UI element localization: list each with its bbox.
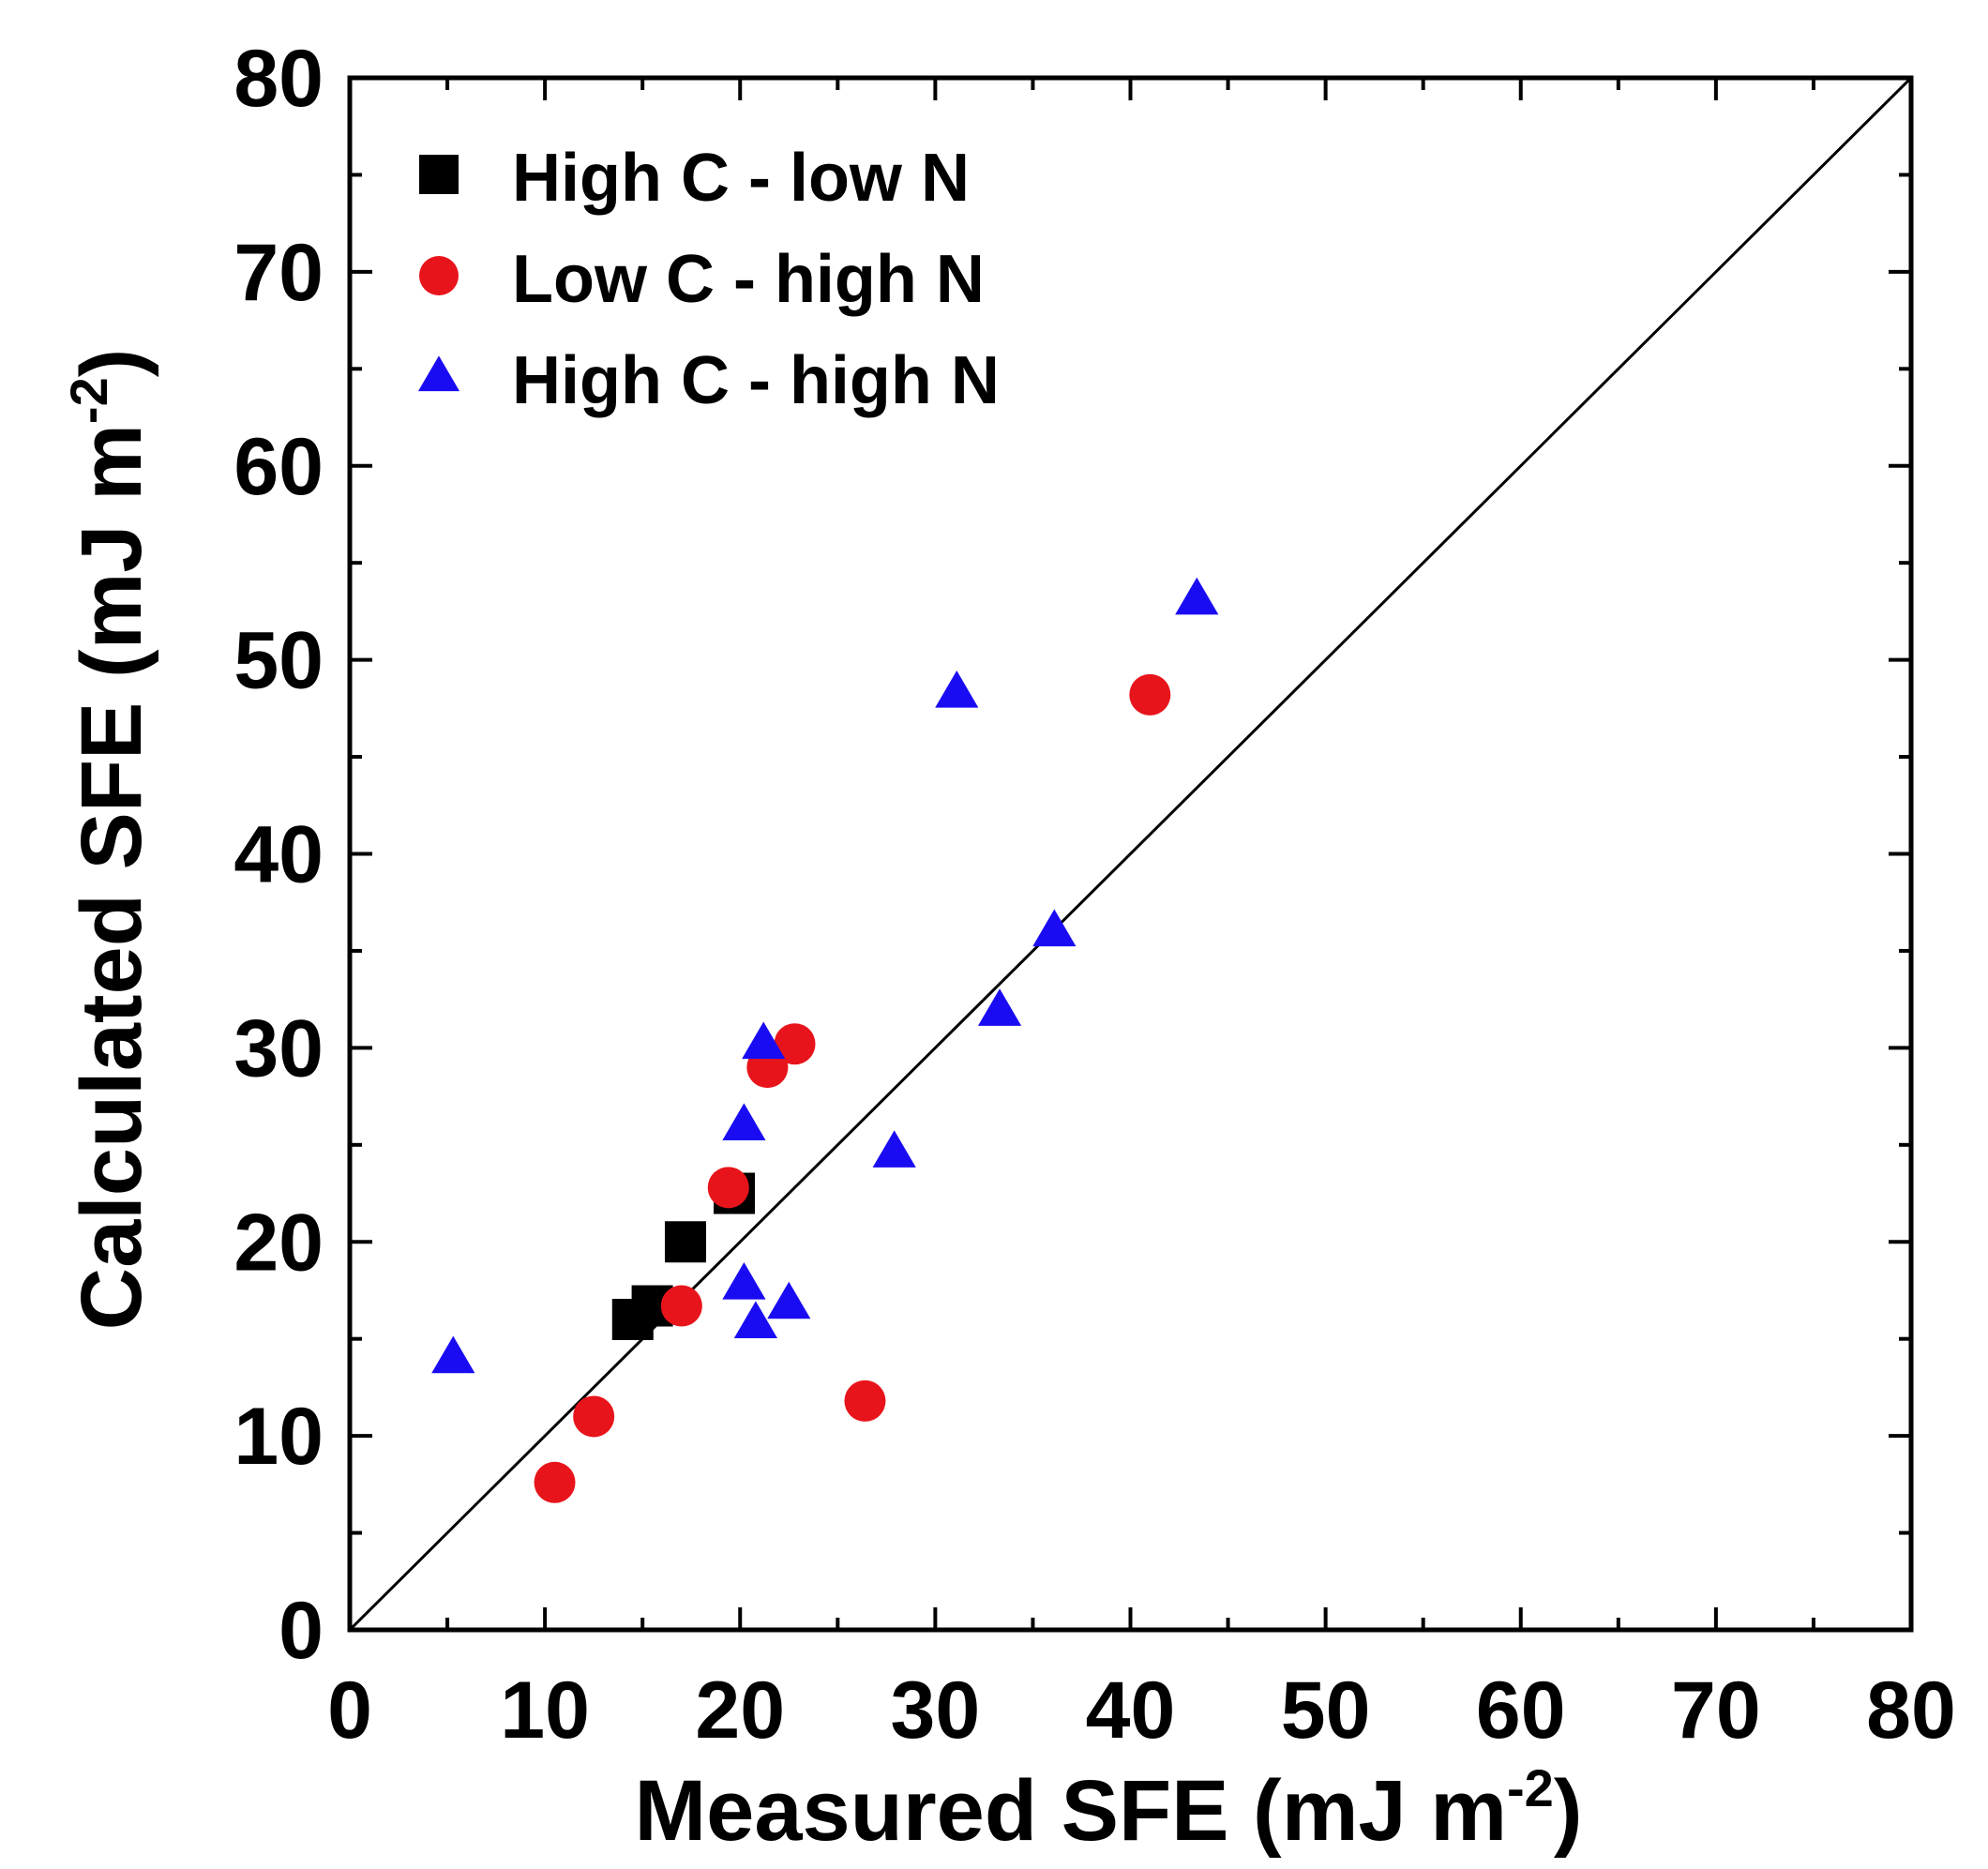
- legend: High C - low N Low C - high N High C - hig…: [417, 141, 1000, 418]
- legend-marker-triangle: [417, 355, 460, 392]
- circle-point: [534, 1461, 576, 1503]
- tick-labels: 0 10 20 30 40 50 60 70 80 0 10 20 30 40 50 60 70 80: [233, 34, 1956, 1756]
- x-tick-label: 30: [891, 1666, 981, 1756]
- legend-label: High C - high N: [512, 343, 1000, 418]
- triangle-point: [733, 1301, 777, 1338]
- triangle-point: [977, 988, 1022, 1026]
- x-tick-label: 50: [1281, 1666, 1371, 1756]
- x-tick-label: 80: [1866, 1666, 1956, 1756]
- series-triangle: [431, 577, 1219, 1374]
- circle-point: [774, 1023, 816, 1065]
- triangle-point: [722, 1262, 766, 1300]
- x-tick-label: 10: [500, 1666, 590, 1756]
- triangle-point: [935, 671, 979, 708]
- x-tick-label: 60: [1476, 1666, 1566, 1756]
- triangle-point: [1032, 909, 1077, 947]
- triangle-point: [722, 1103, 766, 1140]
- circle-point: [573, 1395, 615, 1438]
- y-axis-title: Calculated SFE (mJ m-2): [59, 349, 159, 1331]
- triangle-point: [767, 1281, 811, 1319]
- series-circle: [534, 673, 1171, 1503]
- y-tick-label: 70: [233, 228, 324, 318]
- y-tick-label: 80: [233, 34, 324, 124]
- y-tick-label: 40: [233, 810, 324, 900]
- plot-frame: [347, 75, 1914, 1633]
- triangle-point: [431, 1335, 475, 1374]
- triangle-point: [742, 1021, 786, 1060]
- legend-label: High C - low N: [512, 141, 970, 216]
- y-tick-label: 60: [233, 422, 324, 512]
- square-point: [664, 1221, 706, 1263]
- legend-marker-circle: [419, 256, 459, 295]
- x-tick-label: 20: [695, 1666, 785, 1756]
- y-tick-label: 10: [233, 1392, 324, 1482]
- x-tick-label: 40: [1086, 1666, 1176, 1756]
- triangle-point: [1175, 577, 1219, 615]
- y-tick-label: 30: [233, 1003, 324, 1093]
- reference-line-y-equals-x: [348, 76, 1913, 1632]
- x-axis-title: Measured SFE (mJ m-2): [635, 1758, 1583, 1859]
- legend-label: Low C - high N: [512, 242, 985, 317]
- y-tick-label: 0: [279, 1586, 324, 1676]
- triangle-point: [872, 1130, 916, 1168]
- circle-point: [844, 1379, 886, 1422]
- circle-point: [1129, 673, 1171, 716]
- y-tick-label: 50: [233, 616, 324, 706]
- circle-point: [660, 1285, 702, 1327]
- x-tick-label: 70: [1671, 1666, 1761, 1756]
- data-points: [431, 577, 1219, 1503]
- legend-marker-square: [419, 155, 459, 194]
- x-tick-label: 0: [327, 1666, 372, 1756]
- circle-point: [707, 1167, 749, 1209]
- y-tick-label: 20: [233, 1198, 324, 1288]
